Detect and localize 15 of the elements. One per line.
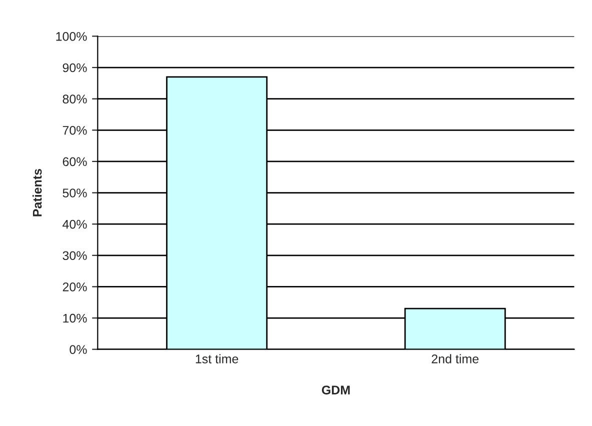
y-tick-label: 40% [62, 220, 87, 229]
y-tick-label: 0% [70, 345, 87, 354]
y-tick-label: 30% [62, 251, 87, 260]
x-axis-title: GDM [322, 386, 350, 394]
y-tick-label: 50% [62, 188, 87, 198]
x-tick-label: 2nd time [432, 354, 479, 364]
y-tick-label: 70% [62, 126, 87, 135]
y-axis-title: Patients [32, 168, 42, 216]
y-tick-label: 60% [62, 157, 87, 166]
y-tick-label: 90% [62, 63, 87, 72]
y-tick-label: 10% [63, 314, 87, 323]
x-tick-label: 1st time [196, 354, 238, 364]
y-tick-label: 20% [62, 282, 87, 292]
y-tick-label: 100% [56, 32, 87, 41]
y-tick-label: 80% [62, 94, 87, 104]
